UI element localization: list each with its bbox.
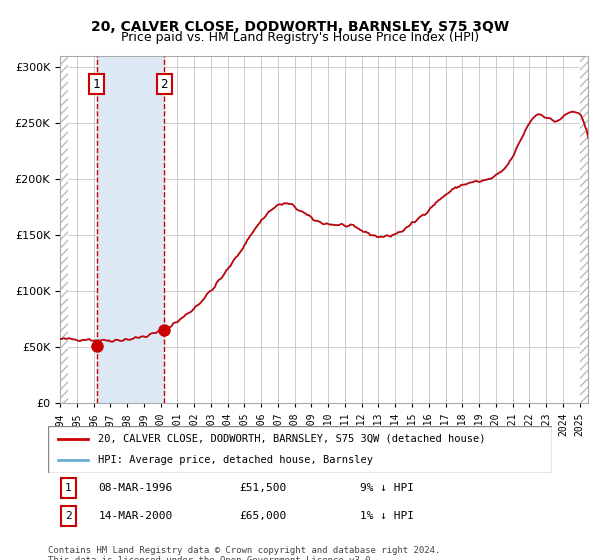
Text: HPI: Average price, detached house, Barnsley: HPI: Average price, detached house, Barn… — [98, 455, 373, 465]
Text: £51,500: £51,500 — [239, 483, 287, 493]
FancyBboxPatch shape — [61, 478, 76, 498]
Text: Contains HM Land Registry data © Crown copyright and database right 2024.
This d: Contains HM Land Registry data © Crown c… — [48, 546, 440, 560]
FancyBboxPatch shape — [48, 426, 552, 473]
Text: 1: 1 — [93, 77, 100, 91]
Bar — [97, 56, 164, 403]
Text: 2: 2 — [65, 511, 71, 521]
Text: 14-MAR-2000: 14-MAR-2000 — [98, 511, 173, 521]
Text: Price paid vs. HM Land Registry's House Price Index (HPI): Price paid vs. HM Land Registry's House … — [121, 31, 479, 44]
Text: 20, CALVER CLOSE, DODWORTH, BARNSLEY, S75 3QW: 20, CALVER CLOSE, DODWORTH, BARNSLEY, S7… — [91, 20, 509, 34]
Text: 2: 2 — [160, 77, 168, 91]
Text: 1: 1 — [65, 483, 71, 493]
Text: £65,000: £65,000 — [239, 511, 287, 521]
FancyBboxPatch shape — [61, 506, 76, 526]
Text: 08-MAR-1996: 08-MAR-1996 — [98, 483, 173, 493]
Text: 20, CALVER CLOSE, DODWORTH, BARNSLEY, S75 3QW (detached house): 20, CALVER CLOSE, DODWORTH, BARNSLEY, S7… — [98, 434, 486, 444]
Text: 9% ↓ HPI: 9% ↓ HPI — [361, 483, 415, 493]
Text: 1% ↓ HPI: 1% ↓ HPI — [361, 511, 415, 521]
